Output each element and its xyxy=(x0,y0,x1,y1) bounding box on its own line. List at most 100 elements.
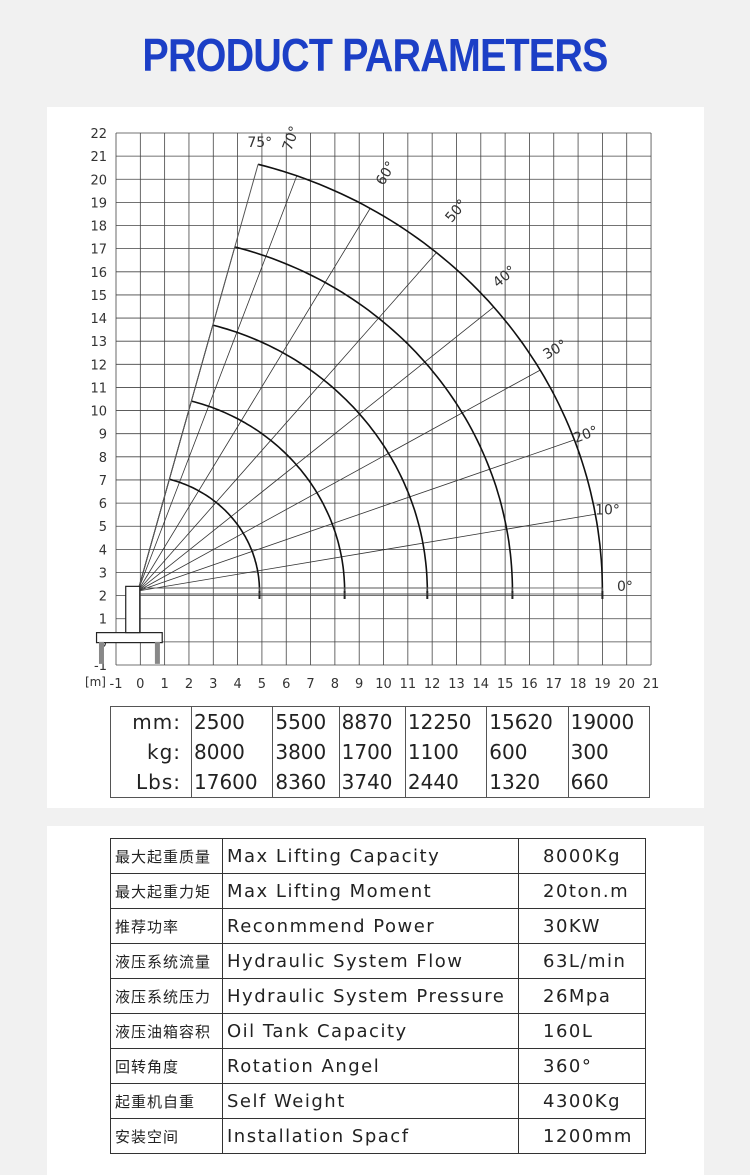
load-value: 1100 xyxy=(404,737,488,767)
angle-label: 10° xyxy=(595,503,620,519)
y-tick-label: 10 xyxy=(90,405,107,420)
spec-row: 最大起重力矩 Max Lifting Moment 20ton.m xyxy=(110,873,646,909)
y-tick-label: 1 xyxy=(99,613,107,628)
angle-label: 60° xyxy=(373,159,399,189)
boom-horizontal xyxy=(137,587,260,595)
spec-name-en: Rotation Angel xyxy=(222,1048,519,1084)
x-tick-label: 11 xyxy=(400,677,417,692)
x-tick-label: 19 xyxy=(594,677,611,692)
spec-value: 360° xyxy=(518,1048,646,1084)
load-chart: -10123456789101112131415161718192021-101… xyxy=(85,124,659,692)
load-value: 19000 xyxy=(567,706,651,737)
y-tick-label: 6 xyxy=(99,497,107,512)
angle-ray xyxy=(137,252,437,592)
y-tick-label: 8 xyxy=(99,451,107,466)
load-value: 660 xyxy=(567,767,651,798)
load-value: 300 xyxy=(567,737,651,767)
spec-row: 安装空间 Installation Spacf 1200mm xyxy=(110,1118,646,1154)
angle-label: 50° xyxy=(442,196,470,225)
spec-row: 起重机自重 Self Weight 4300Kg xyxy=(110,1083,646,1119)
boom-horizontal xyxy=(137,587,603,595)
x-tick-label: 8 xyxy=(331,677,339,692)
load-chart-panel xyxy=(47,107,704,808)
angle-label: 0° xyxy=(617,579,633,595)
spec-name-cn: 起重机自重 xyxy=(110,1083,223,1119)
spec-row: 回转角度 Rotation Angel 360° xyxy=(110,1048,646,1084)
x-tick-label: 18 xyxy=(570,677,587,692)
load-value: 3800 xyxy=(272,737,340,767)
spec-value: 26Mpa xyxy=(518,978,646,1014)
x-tick-label: 4 xyxy=(233,677,241,692)
angle-ray xyxy=(137,208,371,592)
load-value: 2440 xyxy=(404,767,488,798)
x-tick-label: 14 xyxy=(473,677,490,692)
spec-name-en: Self Weight xyxy=(222,1083,519,1119)
y-tick-label: 15 xyxy=(90,289,107,304)
spec-row: 推荐功率 Reconmmend Power 30KW xyxy=(110,908,646,944)
row-label: mm: xyxy=(132,710,181,734)
crane-base xyxy=(95,632,163,644)
boom-reach-arc xyxy=(191,400,346,591)
outrigger-right xyxy=(154,641,160,664)
y-tick-label: 7 xyxy=(99,474,107,489)
boom-reach-arc xyxy=(257,163,604,592)
spec-value: 20ton.m xyxy=(518,873,646,909)
x-tick-label: 15 xyxy=(497,677,514,692)
spec-value: 8000Kg xyxy=(518,838,646,874)
load-value: 12250 xyxy=(404,706,488,737)
x-tick-label: 17 xyxy=(545,677,562,692)
spec-value: 160L xyxy=(518,1013,646,1049)
crane-column xyxy=(125,585,141,634)
x-tick-label: 9 xyxy=(355,677,363,692)
load-value: 15620 xyxy=(486,706,569,737)
x-unit-label: [m] xyxy=(85,675,106,689)
spec-name-cn: 液压系统流量 xyxy=(110,943,223,979)
spec-name-cn: 液压油箱容积 xyxy=(110,1013,223,1049)
angle-ray xyxy=(137,439,575,592)
row-label: Lbs: xyxy=(136,770,181,794)
boom-75-line xyxy=(137,164,259,592)
y-tick-label: 20 xyxy=(90,173,107,188)
outrigger-left xyxy=(98,641,104,664)
x-tick-label: 13 xyxy=(448,677,465,692)
load-value: 3740 xyxy=(338,767,406,798)
spec-name-en: Max Lifting Capacity xyxy=(222,838,519,874)
x-tick-label: 0 xyxy=(136,677,144,692)
y-tick-label: 17 xyxy=(90,243,107,258)
angle-label: 20° xyxy=(572,423,601,447)
spec-value: 63L/min xyxy=(518,943,646,979)
spec-name-cn: 液压系统压力 xyxy=(110,978,223,1014)
spec-name-en: Oil Tank Capacity xyxy=(222,1013,519,1049)
x-tick-label: -1 xyxy=(110,677,123,692)
load-value: 600 xyxy=(486,737,569,767)
angle-ray xyxy=(137,306,494,592)
x-tick-label: 20 xyxy=(618,677,635,692)
x-tick-label: 16 xyxy=(521,677,538,692)
spec-name-en: Installation Spacf xyxy=(222,1118,519,1154)
load-value: 1700 xyxy=(338,737,406,767)
y-tick-label: 16 xyxy=(90,266,107,281)
spec-name-cn: 回转角度 xyxy=(110,1048,223,1084)
spec-row: 液压油箱容积 Oil Tank Capacity 160L xyxy=(110,1013,646,1049)
y-tick-label: 3 xyxy=(99,566,107,581)
load-value: 5500 xyxy=(272,706,340,737)
y-tick-label: 2 xyxy=(99,590,107,605)
x-tick-label: 2 xyxy=(185,677,193,692)
boom-reach-arc xyxy=(234,246,514,591)
spec-name-en: Max Lifting Moment xyxy=(222,873,519,909)
load-table-row: mm: 2500 5500 8870 12250 15620 19000 xyxy=(111,706,651,737)
load-table-row: kg: 8000 3800 1700 1100 600 300 xyxy=(111,737,651,767)
angle-ray xyxy=(137,369,541,592)
boom-horizontal xyxy=(137,587,346,595)
x-tick-label: 5 xyxy=(258,677,266,692)
y-tick-label: 14 xyxy=(90,312,107,327)
row-label: kg: xyxy=(146,740,181,764)
load-value: 8870 xyxy=(338,706,406,737)
load-value: 8000 xyxy=(190,737,274,767)
spec-name-en: Reconmmend Power xyxy=(222,908,519,944)
angle-ray xyxy=(137,175,298,592)
boom-reach-arc xyxy=(212,324,429,591)
y-tick-label: 5 xyxy=(99,520,107,535)
y-tick-label: 12 xyxy=(90,358,107,373)
load-value: 2500 xyxy=(190,706,274,737)
